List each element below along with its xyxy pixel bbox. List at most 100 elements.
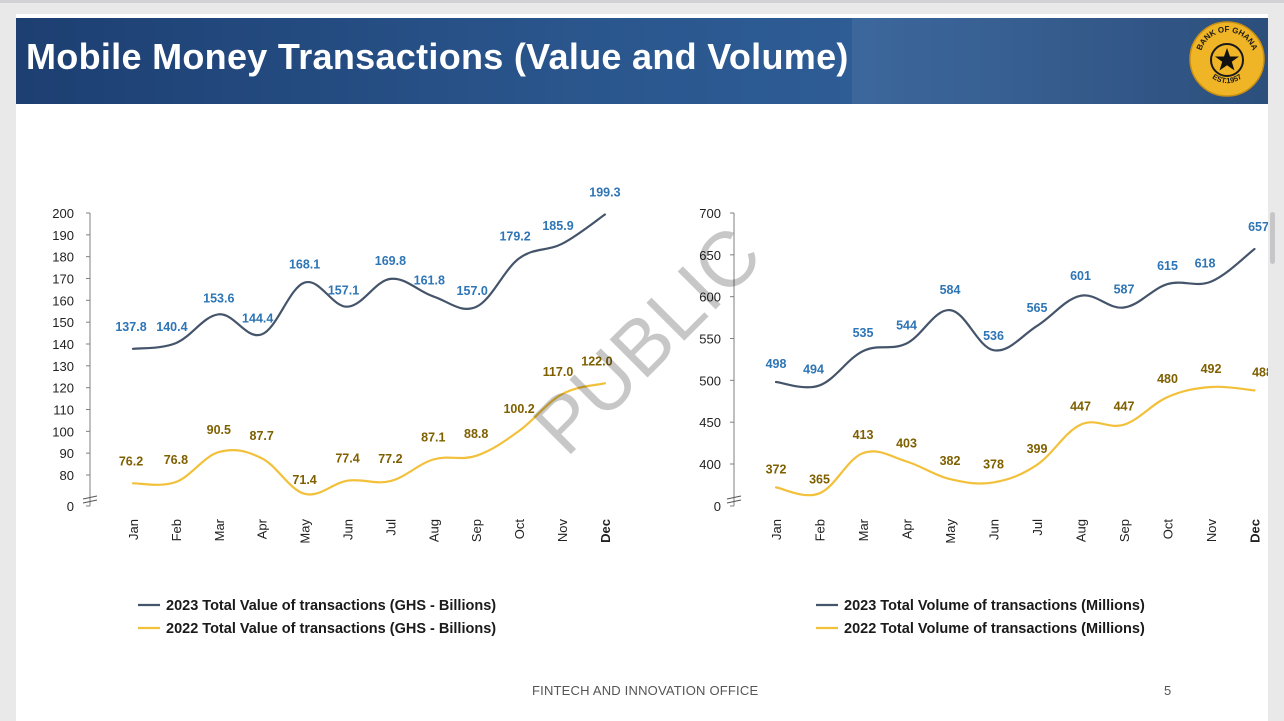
data-label: 544 [896, 319, 917, 333]
x-tick-label: Sep [1117, 519, 1132, 542]
x-tick-label: Apr [900, 518, 915, 539]
axis-break-mark [82, 499, 98, 504]
data-label: 488 [1252, 365, 1268, 379]
data-label: 77.2 [378, 452, 402, 466]
data-label: 144.4 [242, 311, 273, 325]
y-tick-label: 0 [67, 499, 74, 514]
data-label: 71.4 [292, 473, 316, 487]
data-label: 413 [853, 428, 874, 442]
data-label: 87.1 [421, 430, 445, 444]
y-tick-label: 500 [699, 373, 721, 388]
x-tick-label: May [943, 519, 958, 544]
x-tick-label: Aug [1074, 519, 1089, 542]
data-label: 185.9 [542, 219, 573, 233]
axis-break-mark [82, 495, 98, 500]
x-tick-label: Mar [856, 518, 871, 541]
y-tick-label: 100 [52, 424, 74, 439]
y-tick-label: 80 [60, 468, 74, 483]
x-tick-label: Mar [212, 518, 227, 541]
data-label: 88.8 [464, 427, 488, 441]
data-label: 378 [983, 457, 1004, 471]
series-line-2023 [131, 213, 606, 350]
x-tick-label: Nov [1204, 519, 1219, 543]
data-label: 153.6 [203, 291, 234, 305]
star-icon [1215, 48, 1239, 71]
data-label: 480 [1157, 372, 1178, 386]
y-tick-label: 120 [52, 381, 74, 396]
public-watermark: PUBLIC [516, 209, 777, 470]
y-tick-label: 190 [52, 228, 74, 243]
top-border [0, 0, 1284, 3]
data-label: 382 [940, 454, 961, 468]
data-label: 584 [940, 283, 961, 297]
data-label: 565 [1027, 301, 1048, 315]
data-label: 399 [1027, 442, 1048, 456]
legend-label: 2023 Total Value of transactions (GHS - … [166, 598, 496, 614]
y-tick-label: 600 [699, 290, 721, 305]
x-tick-label: Apr [255, 518, 270, 539]
y-tick-label: 550 [699, 332, 721, 347]
x-tick-label: Nov [555, 519, 570, 543]
window-edge [1268, 14, 1284, 721]
slide-title: Mobile Money Transactions (Value and Vol… [26, 36, 849, 77]
x-tick-label: Oct [1161, 519, 1176, 540]
y-tick-label: 200 [52, 206, 74, 221]
y-tick-label: 180 [52, 250, 74, 265]
x-tick-label: Jun [341, 519, 356, 540]
data-label: 199.3 [589, 186, 620, 200]
data-label: 657 [1248, 220, 1268, 234]
x-tick-label: Feb [169, 519, 184, 541]
data-label: 157.0 [457, 284, 488, 298]
x-tick-label: Sep [469, 519, 484, 542]
data-label: 161.8 [414, 273, 445, 287]
data-label: 494 [803, 362, 824, 376]
y-tick-label: 700 [699, 206, 721, 221]
x-tick-label: Aug [426, 519, 441, 542]
axis-break-mark [726, 495, 742, 500]
x-tick-label: Jul [1030, 519, 1045, 536]
y-tick-label: 400 [699, 457, 721, 472]
data-label: 365 [809, 472, 830, 486]
data-label: 447 [1070, 400, 1091, 414]
y-tick-label: 150 [52, 315, 74, 330]
series-line-2022 [774, 385, 1256, 497]
x-tick-label: Jul [383, 519, 398, 536]
axis-break-mark [726, 499, 742, 504]
data-label: 601 [1070, 269, 1091, 283]
x-tick-label: Jan [769, 519, 784, 540]
data-label: 179.2 [499, 229, 530, 243]
scroll-handle[interactable] [1270, 212, 1275, 264]
legend-label: 2023 Total Volume of transactions (Milli… [844, 598, 1145, 614]
charts-area: 0 80 90 100 110 120 130 140 150 160 170 180 190 200 Ja… [52, 186, 1268, 637]
y-tick-label: 130 [52, 359, 74, 374]
footer-text: FINTECH AND INNOVATION OFFICE [532, 683, 759, 698]
data-label: 157.1 [328, 284, 359, 298]
data-label: 122.0 [581, 354, 612, 368]
y-tick-label: 90 [60, 446, 74, 461]
data-label: 76.8 [164, 453, 188, 467]
x-tick-label: Dec [598, 519, 613, 543]
series-line-2022 [131, 382, 606, 496]
y-tick-label: 450 [699, 415, 721, 430]
y-tick-label: 0 [714, 499, 721, 514]
y-tick-label: 140 [52, 337, 74, 352]
title-banner: Mobile Money Transactions (Value and Vol… [16, 18, 1268, 104]
data-label: 140.4 [156, 320, 187, 334]
chart-2: 0 400 450 500 550 600 650 700 Jan Feb Mar Apr May Jun… [699, 206, 1268, 637]
data-label: 77.4 [335, 452, 359, 466]
data-label: 169.8 [375, 254, 406, 268]
x-tick-label: Dec [1248, 519, 1263, 543]
y-tick-label: 650 [699, 248, 721, 263]
page-number: 5 [1164, 683, 1172, 698]
y-tick-label: 170 [52, 272, 74, 287]
legend-label: 2022 Total Value of transactions (GHS - … [166, 621, 496, 637]
slide: Mobile Money Transactions (Value and Vol… [16, 14, 1268, 721]
bank-of-ghana-logo: BANK OF GHANA EST.1957 [1189, 21, 1265, 97]
y-tick-label: 160 [52, 293, 74, 308]
y-tick-label: 110 [53, 403, 74, 418]
data-label: 117.0 [543, 365, 574, 379]
data-label: 535 [853, 326, 874, 340]
data-label: 403 [896, 436, 917, 450]
x-tick-label: Feb [813, 519, 828, 541]
svg-text:EST.1957: EST.1957 [1211, 72, 1244, 85]
